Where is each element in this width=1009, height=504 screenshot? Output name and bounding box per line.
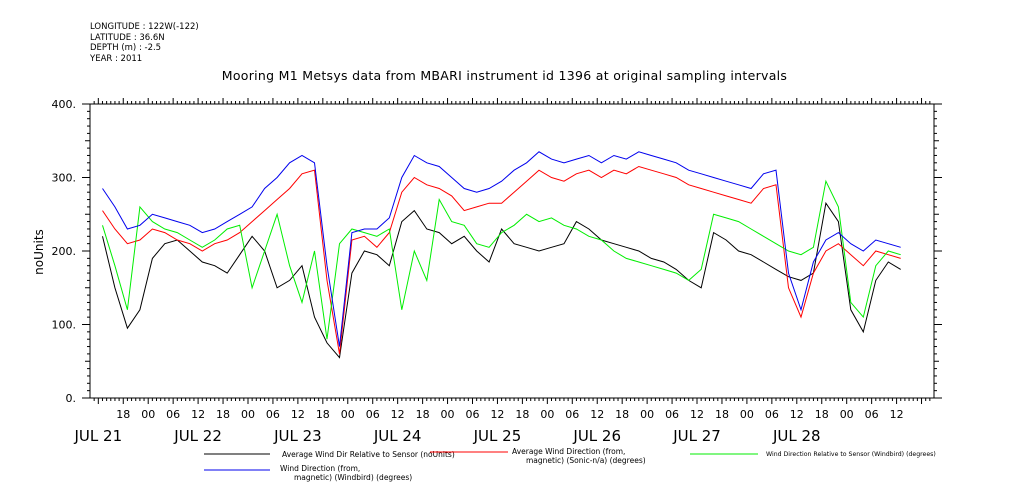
x-tick-label: 00 [241,408,255,421]
x-tick-label: 12 [291,408,305,421]
date-label: JUL 27 [672,427,721,445]
x-tick-label: 12 [590,408,604,421]
date-label: JUL 24 [373,427,422,445]
x-tick-label: 12 [391,408,405,421]
series-layer [102,151,901,359]
series-line-3 [102,179,901,340]
x-tick-label: 12 [690,408,704,421]
x-tick-label: 12 [191,408,205,421]
legend-label: Wind Direction Relative to Sensor (Windb… [766,451,936,458]
y-tick-label: 300. [52,172,77,185]
date-label: JUL 25 [473,427,522,445]
series-line-2 [102,165,901,354]
year-label: YEAR : 2011 [90,53,143,64]
x-tick-label: 18 [216,408,230,421]
x-tick-label: 06 [366,408,380,421]
y-tick-label: 400. [52,98,77,111]
latitude-label: LATITUDE : 36.6N [90,32,165,43]
x-tick-label: 00 [740,408,754,421]
x-tick-label: 12 [890,408,904,421]
x-tick-label: 00 [640,408,654,421]
x-axis: 18 00 06 12 18 00 06 12 18 00 06 12 18 00 06 12 18 00 06 12… [74,98,931,445]
x-tick-label: 06 [665,408,679,421]
legend-label: Average Wind Dir Relative to Sensor (noU… [282,450,455,459]
x-tick-label: 06 [765,408,779,421]
x-tick-label: 06 [565,408,579,421]
x-tick-label: 18 [316,408,330,421]
x-tick-label: 06 [865,408,879,421]
x-tick-label: 06 [266,408,280,421]
x-tick-label: 06 [166,408,180,421]
y-axis: 0. 100. 200. 300. 400. [52,98,942,405]
y-axis-label: noUnits [32,229,46,275]
date-label: JUL 28 [772,427,821,445]
depth-label: DEPTH (m) : -2.5 [90,43,162,54]
legend-label: magnetic) (Sonic-n/a) (degrees) [526,456,646,465]
x-tick-label: 00 [141,408,155,421]
x-tick-label: 06 [466,408,480,421]
y-tick-label: 0. [66,392,77,405]
x-tick-label: 00 [341,408,355,421]
chart-title: Mooring M1 Metsys data from MBARI instru… [221,68,788,83]
legend: Average Wind Dir Relative to Sensor (noU… [204,447,936,482]
date-label: JUL 26 [572,427,621,445]
metadata-block: LONGITUDE : 122W(-122) LATITUDE : 36.6N … [90,22,199,64]
x-tick-label: 18 [715,408,729,421]
x-tick-label: 12 [490,408,504,421]
series-line-4 [102,151,901,347]
date-label: JUL 23 [273,427,322,445]
legend-label: Wind Direction (from, [280,464,360,473]
x-tick-label: 00 [540,408,554,421]
date-label: JUL 22 [173,427,222,445]
x-tick-label: 00 [840,408,854,421]
legend-label: Average Wind Direction (from, [512,447,625,456]
y-tick-label: 200. [52,245,77,258]
date-label: JUL 21 [74,427,123,445]
x-tick-label: 18 [615,408,629,421]
x-tick-label: 18 [116,408,130,421]
longitude-label: LONGITUDE : 122W(-122) [90,22,199,32]
x-tick-label: 12 [790,408,804,421]
x-tick-label: 00 [441,408,455,421]
x-tick-label: 18 [815,408,829,421]
x-tick-label: 18 [515,408,529,421]
legend-label: magnetic) (Windbird) (degrees) [294,473,412,482]
x-tick-label: 18 [416,408,430,421]
y-tick-label: 100. [52,319,77,332]
